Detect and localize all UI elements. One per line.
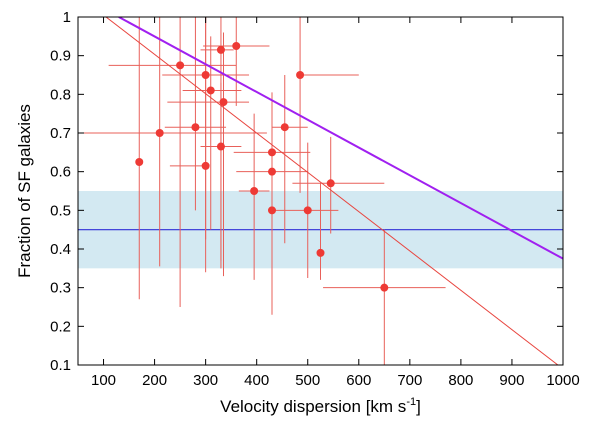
y-tick-label-9: 1 [63, 9, 71, 26]
data-point-9 [219, 98, 228, 107]
y-tick-label-7: 0.8 [50, 86, 71, 103]
y-tick-label-4: 0.5 [50, 202, 71, 219]
data-point-10 [232, 42, 241, 50]
data-point-18 [316, 248, 325, 257]
y-tick-label-3: 0.4 [50, 241, 71, 258]
data-point-15 [280, 123, 289, 132]
data-point-6 [206, 86, 215, 95]
data-point-13 [268, 167, 276, 176]
y-tick-label-5: 0.6 [50, 164, 71, 181]
x-tick-label-5: 600 [346, 372, 371, 389]
axis-ticks: 100 200 300 400 500 600 700 800 900 1000 0.1 0.2 0.3… [50, 9, 580, 389]
data-point-12 [268, 148, 276, 157]
plot-clip-group [78, 17, 563, 365]
x-axis-title: Velocity dispersion [km s-1] [220, 396, 421, 416]
data-point-4 [201, 161, 210, 170]
data-point-0 [135, 158, 144, 166]
x-tick-label-3: 400 [244, 372, 269, 389]
data-point-14 [268, 206, 276, 215]
data-point-5 [201, 71, 210, 79]
x-tick-label-4: 500 [295, 372, 320, 389]
y-tick-label-0: 0.1 [50, 357, 71, 374]
y-tick-label-8: 0.9 [50, 48, 71, 65]
data-point-2 [176, 61, 185, 70]
plot-frame [77, 16, 564, 366]
data-point-3 [191, 123, 200, 132]
fit-line-1 [118, 17, 563, 260]
data-point-8 [216, 45, 225, 54]
data-point-19 [326, 179, 335, 188]
x-tick-label-2: 300 [193, 372, 218, 389]
x-tick-label-6: 700 [397, 372, 422, 389]
plot-area [78, 17, 563, 365]
y-axis-title: Fraction of SF galaxies [15, 104, 34, 278]
data-point-1 [155, 129, 164, 137]
data-point-20 [380, 283, 389, 292]
x-tick-label-7: 800 [448, 372, 473, 389]
data-point-16 [296, 71, 305, 79]
x-tick-label-0: 100 [91, 372, 116, 389]
fit-line-0 [105, 17, 559, 365]
y-tick-label-1: 0.2 [50, 318, 71, 335]
data-point-7 [216, 142, 225, 151]
data-point-11 [250, 187, 259, 195]
x-tick-label-9: 1000 [546, 372, 579, 389]
y-tick-label-6: 0.7 [50, 125, 71, 142]
x-tick-label-1: 200 [142, 372, 167, 389]
y-tick-label-2: 0.3 [50, 280, 71, 297]
x-tick-label-8: 900 [499, 372, 524, 389]
data-point-17 [303, 206, 312, 215]
